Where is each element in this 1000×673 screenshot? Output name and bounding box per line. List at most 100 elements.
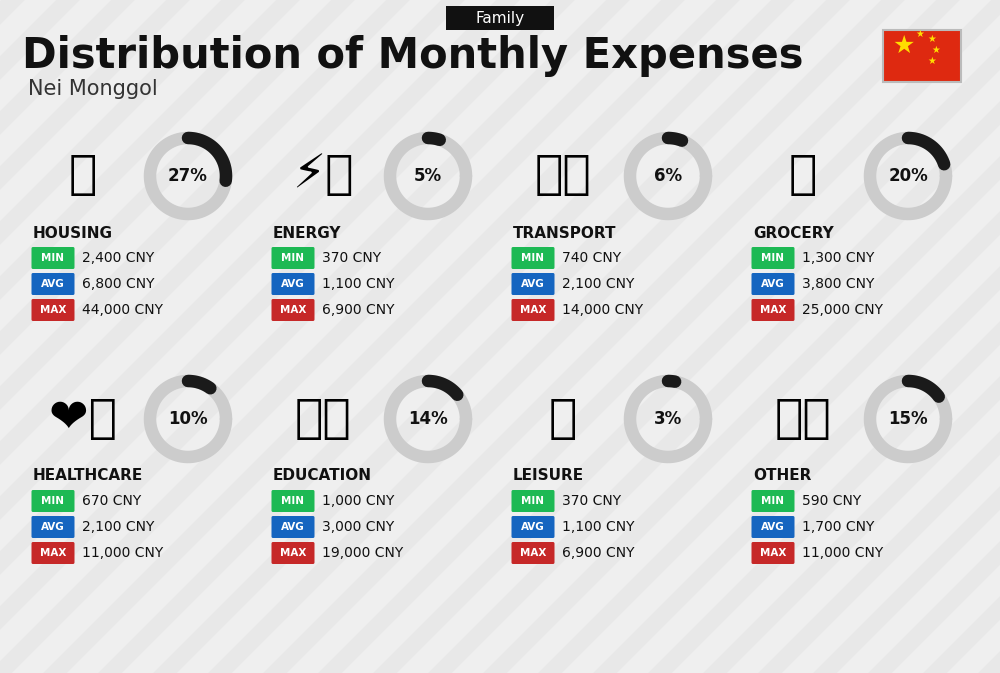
FancyBboxPatch shape: [752, 516, 794, 538]
Text: GROCERY: GROCERY: [753, 225, 834, 240]
FancyBboxPatch shape: [752, 542, 794, 564]
Text: ★: ★: [916, 29, 924, 39]
Text: 14%: 14%: [408, 410, 448, 428]
Text: OTHER: OTHER: [753, 468, 811, 483]
Text: 19,000 CNY: 19,000 CNY: [322, 546, 403, 560]
Text: ❤️🩺: ❤️🩺: [49, 396, 117, 441]
Text: MIN: MIN: [282, 496, 304, 506]
FancyBboxPatch shape: [32, 273, 74, 295]
Text: AVG: AVG: [521, 522, 545, 532]
FancyBboxPatch shape: [272, 247, 314, 269]
Text: 740 CNY: 740 CNY: [562, 251, 621, 265]
Text: ★: ★: [893, 34, 915, 58]
FancyBboxPatch shape: [752, 490, 794, 512]
FancyBboxPatch shape: [752, 299, 794, 321]
Text: EDUCATION: EDUCATION: [273, 468, 372, 483]
Text: AVG: AVG: [521, 279, 545, 289]
Text: 2,100 CNY: 2,100 CNY: [562, 277, 634, 291]
FancyBboxPatch shape: [272, 273, 314, 295]
Text: MAX: MAX: [280, 548, 306, 558]
FancyBboxPatch shape: [512, 299, 554, 321]
Text: MAX: MAX: [280, 305, 306, 315]
Text: AVG: AVG: [281, 522, 305, 532]
FancyBboxPatch shape: [32, 516, 74, 538]
Text: 14,000 CNY: 14,000 CNY: [562, 303, 643, 317]
FancyBboxPatch shape: [32, 490, 74, 512]
FancyBboxPatch shape: [512, 490, 554, 512]
Text: MIN: MIN: [762, 253, 784, 263]
FancyBboxPatch shape: [752, 247, 794, 269]
Text: ENERGY: ENERGY: [273, 225, 342, 240]
Text: 25,000 CNY: 25,000 CNY: [802, 303, 883, 317]
Text: MAX: MAX: [40, 548, 66, 558]
Text: ★: ★: [928, 56, 936, 66]
Text: 3%: 3%: [654, 410, 682, 428]
Text: MIN: MIN: [522, 496, 544, 506]
Text: MIN: MIN: [522, 253, 544, 263]
Text: 2,100 CNY: 2,100 CNY: [82, 520, 154, 534]
Text: 370 CNY: 370 CNY: [562, 494, 621, 508]
Text: 6,900 CNY: 6,900 CNY: [562, 546, 635, 560]
Text: MIN: MIN: [42, 496, 64, 506]
Text: 5%: 5%: [414, 167, 442, 185]
Text: 🛍️: 🛍️: [549, 396, 577, 441]
FancyBboxPatch shape: [883, 30, 961, 82]
Text: 3,000 CNY: 3,000 CNY: [322, 520, 394, 534]
FancyBboxPatch shape: [272, 542, 314, 564]
Text: 🚌🚗: 🚌🚗: [535, 153, 591, 199]
FancyBboxPatch shape: [446, 6, 554, 30]
Text: HEALTHCARE: HEALTHCARE: [33, 468, 143, 483]
Text: ★: ★: [928, 34, 936, 44]
Text: LEISURE: LEISURE: [513, 468, 584, 483]
Text: AVG: AVG: [761, 279, 785, 289]
FancyBboxPatch shape: [512, 273, 554, 295]
Text: MIN: MIN: [42, 253, 64, 263]
FancyBboxPatch shape: [272, 516, 314, 538]
Text: MAX: MAX: [520, 548, 546, 558]
FancyBboxPatch shape: [32, 542, 74, 564]
Text: 6%: 6%: [654, 167, 682, 185]
FancyBboxPatch shape: [272, 490, 314, 512]
Text: MIN: MIN: [282, 253, 304, 263]
Text: 3,800 CNY: 3,800 CNY: [802, 277, 874, 291]
Text: 11,000 CNY: 11,000 CNY: [802, 546, 883, 560]
FancyBboxPatch shape: [512, 247, 554, 269]
Text: 370 CNY: 370 CNY: [322, 251, 381, 265]
Text: MAX: MAX: [760, 548, 786, 558]
Text: 10%: 10%: [168, 410, 208, 428]
Text: Nei Monggol: Nei Monggol: [28, 79, 158, 99]
Text: 6,800 CNY: 6,800 CNY: [82, 277, 154, 291]
Text: 11,000 CNY: 11,000 CNY: [82, 546, 163, 560]
Text: 2,400 CNY: 2,400 CNY: [82, 251, 154, 265]
Text: 1,300 CNY: 1,300 CNY: [802, 251, 874, 265]
Text: 20%: 20%: [888, 167, 928, 185]
Text: 44,000 CNY: 44,000 CNY: [82, 303, 163, 317]
Text: Family: Family: [475, 11, 525, 26]
Text: 15%: 15%: [888, 410, 928, 428]
FancyBboxPatch shape: [752, 273, 794, 295]
Text: 🛒: 🛒: [789, 153, 817, 199]
Text: MAX: MAX: [760, 305, 786, 315]
FancyBboxPatch shape: [512, 516, 554, 538]
Text: 1,100 CNY: 1,100 CNY: [562, 520, 635, 534]
Text: AVG: AVG: [281, 279, 305, 289]
Text: 1,700 CNY: 1,700 CNY: [802, 520, 874, 534]
Text: 590 CNY: 590 CNY: [802, 494, 861, 508]
FancyBboxPatch shape: [512, 542, 554, 564]
Text: MAX: MAX: [520, 305, 546, 315]
Text: AVG: AVG: [41, 279, 65, 289]
FancyBboxPatch shape: [32, 299, 74, 321]
Text: AVG: AVG: [761, 522, 785, 532]
Text: 6,900 CNY: 6,900 CNY: [322, 303, 394, 317]
Text: 670 CNY: 670 CNY: [82, 494, 141, 508]
Text: 1,100 CNY: 1,100 CNY: [322, 277, 394, 291]
FancyBboxPatch shape: [272, 299, 314, 321]
Text: MAX: MAX: [40, 305, 66, 315]
Text: AVG: AVG: [41, 522, 65, 532]
Text: HOUSING: HOUSING: [33, 225, 113, 240]
Text: TRANSPORT: TRANSPORT: [513, 225, 616, 240]
Text: 🏢: 🏢: [69, 153, 97, 199]
Text: 🎓📚: 🎓📚: [295, 396, 351, 441]
Text: MIN: MIN: [762, 496, 784, 506]
Text: 1,000 CNY: 1,000 CNY: [322, 494, 394, 508]
